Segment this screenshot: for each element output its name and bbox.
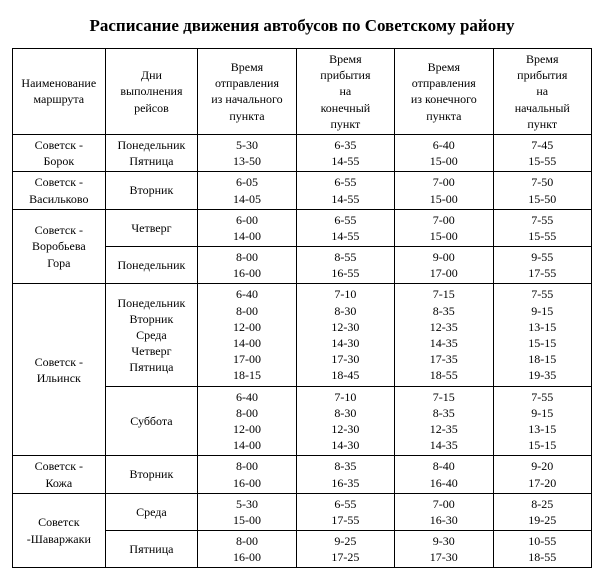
- cell-arr-start: 10-55 18-55: [493, 531, 591, 568]
- cell-arr-end: 6-55 14-55: [296, 172, 394, 209]
- cell-dep-end: 7-00 16-30: [395, 493, 493, 530]
- cell-arr-start: 7-55 15-55: [493, 209, 591, 246]
- cell-arr-end: 9-25 17-25: [296, 531, 394, 568]
- cell-arr-end: 6-35 14-55: [296, 134, 394, 171]
- cell-arr-start: 8-25 19-25: [493, 493, 591, 530]
- cell-dep-start: 5-30 15-00: [198, 493, 296, 530]
- table-row: Советск -ШаваржакиСреда5-30 15-006-55 17…: [13, 493, 592, 530]
- schedule-table: Наименование маршрута Дни выполнения рей…: [12, 48, 592, 568]
- table-row: Советск - БорокПонедельник Пятница5-30 1…: [13, 134, 592, 171]
- cell-dep-end: 7-15 8-35 12-35 14-35: [395, 386, 493, 456]
- cell-dep-start: 6-00 14-00: [198, 209, 296, 246]
- cell-arr-start: 7-55 9-15 13-15 15-15: [493, 386, 591, 456]
- cell-dep-end: 6-40 15-00: [395, 134, 493, 171]
- cell-dep-start: 5-30 13-50: [198, 134, 296, 171]
- cell-arr-end: 6-55 14-55: [296, 209, 394, 246]
- cell-arr-end: 7-10 8-30 12-30 14-30: [296, 386, 394, 456]
- cell-days: Понедельник Пятница: [105, 134, 198, 171]
- cell-days: Вторник: [105, 172, 198, 209]
- cell-arr-end: 8-35 16-35: [296, 456, 394, 493]
- cell-dep-start: 8-00 16-00: [198, 456, 296, 493]
- table-body: Советск - БорокПонедельник Пятница5-30 1…: [13, 134, 592, 568]
- col-time-arr-start: Время прибытия на начальный пункт: [493, 49, 591, 135]
- table-row: Советск - Воробьева ГораЧетверг6-00 14-0…: [13, 209, 592, 246]
- table-row: Советск - ВасильковоВторник6-05 14-056-5…: [13, 172, 592, 209]
- cell-route: Советск - Воробьева Гора: [13, 209, 106, 284]
- cell-route: Советск -Шаваржаки: [13, 493, 106, 568]
- cell-dep-end: 9-00 17-00: [395, 247, 493, 284]
- table-header-row: Наименование маршрута Дни выполнения рей…: [13, 49, 592, 135]
- cell-dep-start: 8-00 16-00: [198, 531, 296, 568]
- cell-arr-start: 7-45 15-55: [493, 134, 591, 171]
- cell-days: Вторник: [105, 456, 198, 493]
- cell-dep-start: 6-40 8-00 12-00 14-00 17-00 18-15: [198, 284, 296, 386]
- cell-route: Советск - Васильково: [13, 172, 106, 209]
- col-route: Наименование маршрута: [13, 49, 106, 135]
- table-row: Советск - КожаВторник8-00 16-008-35 16-3…: [13, 456, 592, 493]
- cell-dep-start: 6-05 14-05: [198, 172, 296, 209]
- col-time-arr-end: Время прибытия на конечный пункт: [296, 49, 394, 135]
- cell-arr-start: 9-20 17-20: [493, 456, 591, 493]
- col-time-dep-start: Время отправления из начального пункта: [198, 49, 296, 135]
- cell-arr-end: 7-10 8-30 12-30 14-30 17-30 18-45: [296, 284, 394, 386]
- cell-days: Понедельник Вторник Среда Четверг Пятниц…: [105, 284, 198, 386]
- cell-days: Понедельник: [105, 247, 198, 284]
- cell-dep-start: 8-00 16-00: [198, 247, 296, 284]
- col-time-dep-end: Время отправления из конечного пункта: [395, 49, 493, 135]
- cell-arr-start: 7-50 15-50: [493, 172, 591, 209]
- cell-dep-end: 7-00 15-00: [395, 172, 493, 209]
- cell-arr-end: 6-55 17-55: [296, 493, 394, 530]
- cell-days: Среда: [105, 493, 198, 530]
- page-title: Расписание движения автобусов по Советск…: [12, 16, 592, 36]
- cell-days: Четверг: [105, 209, 198, 246]
- cell-dep-end: 9-30 17-30: [395, 531, 493, 568]
- cell-dep-end: 7-00 15-00: [395, 209, 493, 246]
- col-days: Дни выполнения рейсов: [105, 49, 198, 135]
- cell-route: Советск - Борок: [13, 134, 106, 171]
- cell-arr-end: 8-55 16-55: [296, 247, 394, 284]
- cell-dep-start: 6-40 8-00 12-00 14-00: [198, 386, 296, 456]
- cell-days: Суббота: [105, 386, 198, 456]
- cell-dep-end: 7-15 8-35 12-35 14-35 17-35 18-55: [395, 284, 493, 386]
- table-row: Советск - ИльинскПонедельник Вторник Сре…: [13, 284, 592, 386]
- cell-route: Советск - Кожа: [13, 456, 106, 493]
- cell-arr-start: 7-55 9-15 13-15 15-15 18-15 19-35: [493, 284, 591, 386]
- cell-route: Советск - Ильинск: [13, 284, 106, 456]
- cell-arr-start: 9-55 17-55: [493, 247, 591, 284]
- cell-dep-end: 8-40 16-40: [395, 456, 493, 493]
- cell-days: Пятница: [105, 531, 198, 568]
